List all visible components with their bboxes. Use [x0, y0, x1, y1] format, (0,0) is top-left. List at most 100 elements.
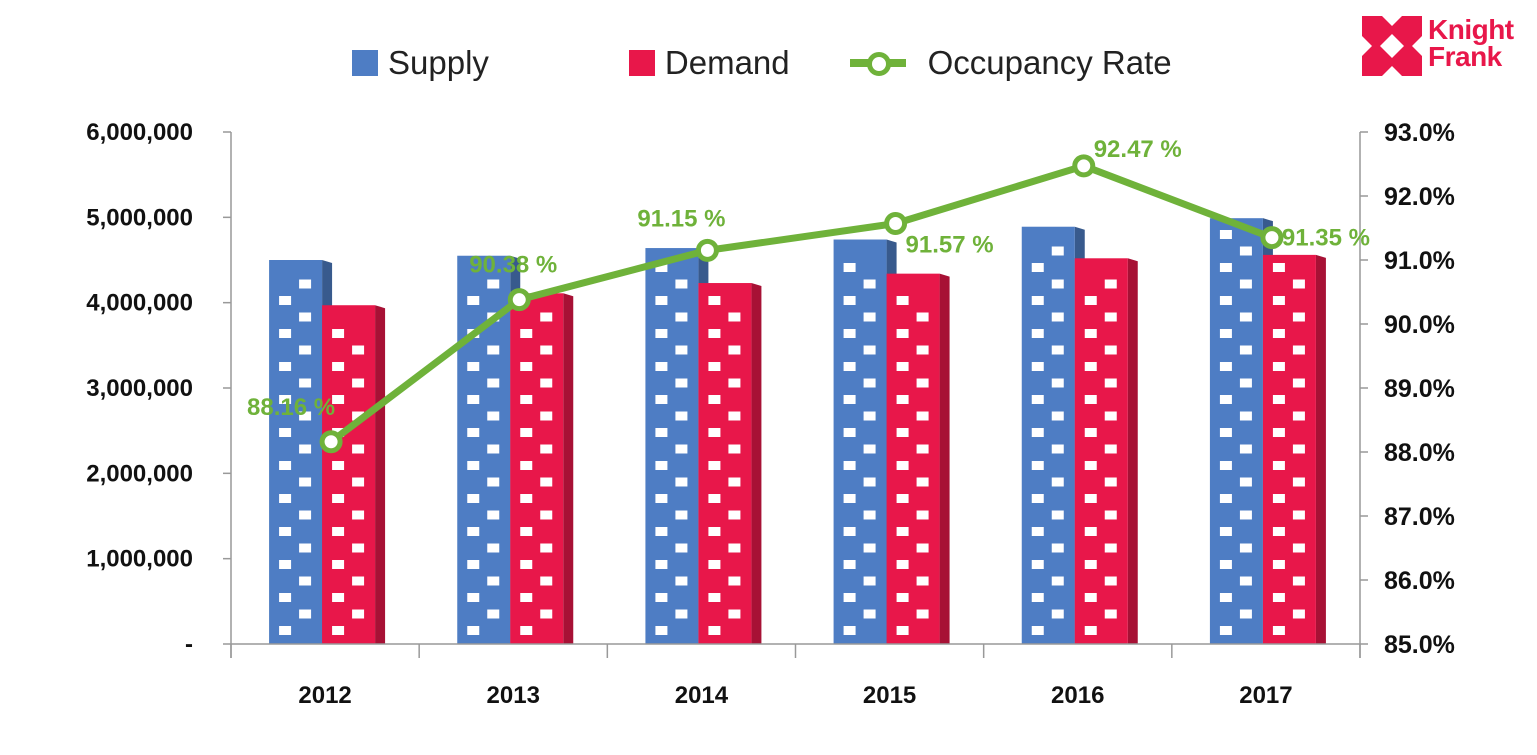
supply-bar-2013-window	[467, 428, 480, 437]
demand-bar-2014-window	[708, 527, 721, 536]
supply-bar-2014-window	[655, 527, 668, 536]
occupancy-line	[328, 162, 1274, 445]
demand-bar-2015-window	[916, 609, 929, 619]
supply-bar-2014-window	[675, 279, 688, 289]
demand-bar-2015-window	[896, 461, 909, 470]
demand-bar-2015-window	[916, 345, 929, 355]
demand-bar-2014-window	[728, 510, 741, 520]
demand-bar-2014-window	[728, 378, 741, 388]
occupancy-data-label-2017: 91.35 %	[1282, 225, 1370, 252]
demand-bar-2016-window	[1104, 378, 1117, 388]
demand-bar-2015-window	[896, 593, 909, 602]
demand-bar-2012-window	[352, 345, 365, 355]
demand-bar-2016-window	[1104, 510, 1117, 520]
demand-bar-2017-side	[1315, 254, 1326, 644]
supply-bar-2017-window	[1239, 345, 1252, 355]
demand-bar-2014-window	[708, 395, 721, 404]
supply-bar-2015-window	[843, 329, 856, 338]
demand-bar-2017-window	[1292, 609, 1305, 619]
supply-bar-2017-window	[1219, 263, 1232, 272]
knight-frank-logo: Knight Frank	[1362, 16, 1514, 76]
demand-bar-2016-window	[1104, 411, 1117, 421]
supply-bar-2015-front	[833, 239, 887, 644]
legend-item-occupancy: Occupancy Rate	[849, 44, 1172, 82]
demand-bar-2015-window	[896, 626, 909, 635]
supply-bar-2013-window	[467, 296, 480, 305]
supply-bar-2017-window	[1219, 428, 1232, 437]
demand-bar-2015-window	[896, 560, 909, 569]
supply-bar-2012-window	[279, 428, 292, 437]
supply-bar-2014-window	[675, 477, 688, 487]
supply-bar-2017-window	[1219, 494, 1232, 503]
supply-bar-2017-window	[1219, 329, 1232, 338]
demand-bar-2014-window	[728, 477, 741, 487]
demand-bar-2016-window	[1104, 312, 1117, 322]
supply-bar-2017-window	[1219, 362, 1232, 371]
demand-bar-2017-window	[1292, 444, 1305, 454]
supply-bar-2015-window	[863, 345, 876, 355]
supply-bar-2012-window	[299, 279, 312, 289]
demand-bar-2016-window	[1104, 609, 1117, 619]
supply-bar-2012-window	[299, 576, 312, 586]
demand-bar-2015-window	[916, 543, 929, 553]
supply-bar-2015-window	[843, 626, 856, 635]
right-tick-label: 85.0%	[1384, 631, 1455, 659]
right-tick-label: 87.0%	[1384, 503, 1455, 531]
occupancy-point-2017	[1260, 226, 1284, 250]
supply-bar-2012-window	[279, 593, 292, 602]
demand-bar-2016-window	[1104, 543, 1117, 553]
demand-bar-2015-window	[896, 395, 909, 404]
supply-bar-2013-window	[467, 362, 480, 371]
demand-bar-2015	[886, 273, 950, 644]
supply-bar-2016-window	[1051, 576, 1064, 586]
right-tick-label: 91.0%	[1384, 247, 1455, 275]
supply-bar-2017-window	[1219, 626, 1232, 635]
demand-bar-2013-window	[540, 345, 553, 355]
supply-bar-2014-front	[645, 248, 699, 644]
demand-bar-2015-window	[916, 477, 929, 487]
demand-bar-2013-window	[540, 609, 553, 619]
demand-bar-2013-window	[540, 510, 553, 520]
demand-bar-2016-window	[1104, 477, 1117, 487]
demand-bar-2013-window	[520, 560, 533, 569]
supply-bar-2013-window	[487, 378, 500, 388]
supply-bar-2014-window	[655, 395, 668, 404]
supply-bar-2014-window	[675, 312, 688, 322]
supply-bar-2015-window	[843, 296, 856, 305]
supply-bar-2017-window	[1239, 246, 1252, 256]
supply-swatch	[352, 50, 378, 76]
x-tick-label-2012: 2012	[298, 682, 351, 709]
demand-bar-2013-window	[520, 494, 533, 503]
supply-bar-2017-window	[1239, 543, 1252, 553]
demand-bar-2012-window	[352, 477, 365, 487]
demand-bar-2013-window	[520, 395, 533, 404]
supply-bar-2016-window	[1051, 411, 1064, 421]
demand-bar-2012-window	[332, 527, 345, 536]
supply-bar-2015-window	[863, 444, 876, 454]
demand-bar-2017	[1262, 254, 1326, 644]
demand-bar-2017-window	[1272, 593, 1285, 602]
supply-bar-2012-window	[279, 626, 292, 635]
supply-bar-2013-window	[487, 444, 500, 454]
supply-bar-2017-window	[1239, 609, 1252, 619]
demand-bar-2015-window	[896, 296, 909, 305]
supply-bar-2016-window	[1031, 395, 1044, 404]
left-tick-label: 1,000,000	[86, 546, 193, 573]
demand-bar-2017-window	[1272, 461, 1285, 470]
logo-text-line1: Knight	[1428, 14, 1514, 45]
supply-bar-2016-window	[1051, 279, 1064, 289]
supply-bar-2015-window	[843, 263, 856, 272]
right-tick-label: 88.0%	[1384, 439, 1455, 467]
supply-bar-2014-window	[675, 609, 688, 619]
demand-bar-2014	[698, 283, 762, 644]
supply-bar-2017-window	[1239, 411, 1252, 421]
supply-bar-2015-window	[843, 395, 856, 404]
demand-bar-2017-window	[1272, 329, 1285, 338]
supply-bar-2012	[269, 260, 333, 644]
supply-bar-2014-window	[675, 576, 688, 586]
supply-bar-2014-window	[675, 411, 688, 421]
legend-item-demand: Demand	[628, 44, 790, 82]
supply-bar-2013-window	[487, 609, 500, 619]
demand-bar-2012-window	[352, 576, 365, 586]
demand-bar-2015-window	[916, 444, 929, 454]
